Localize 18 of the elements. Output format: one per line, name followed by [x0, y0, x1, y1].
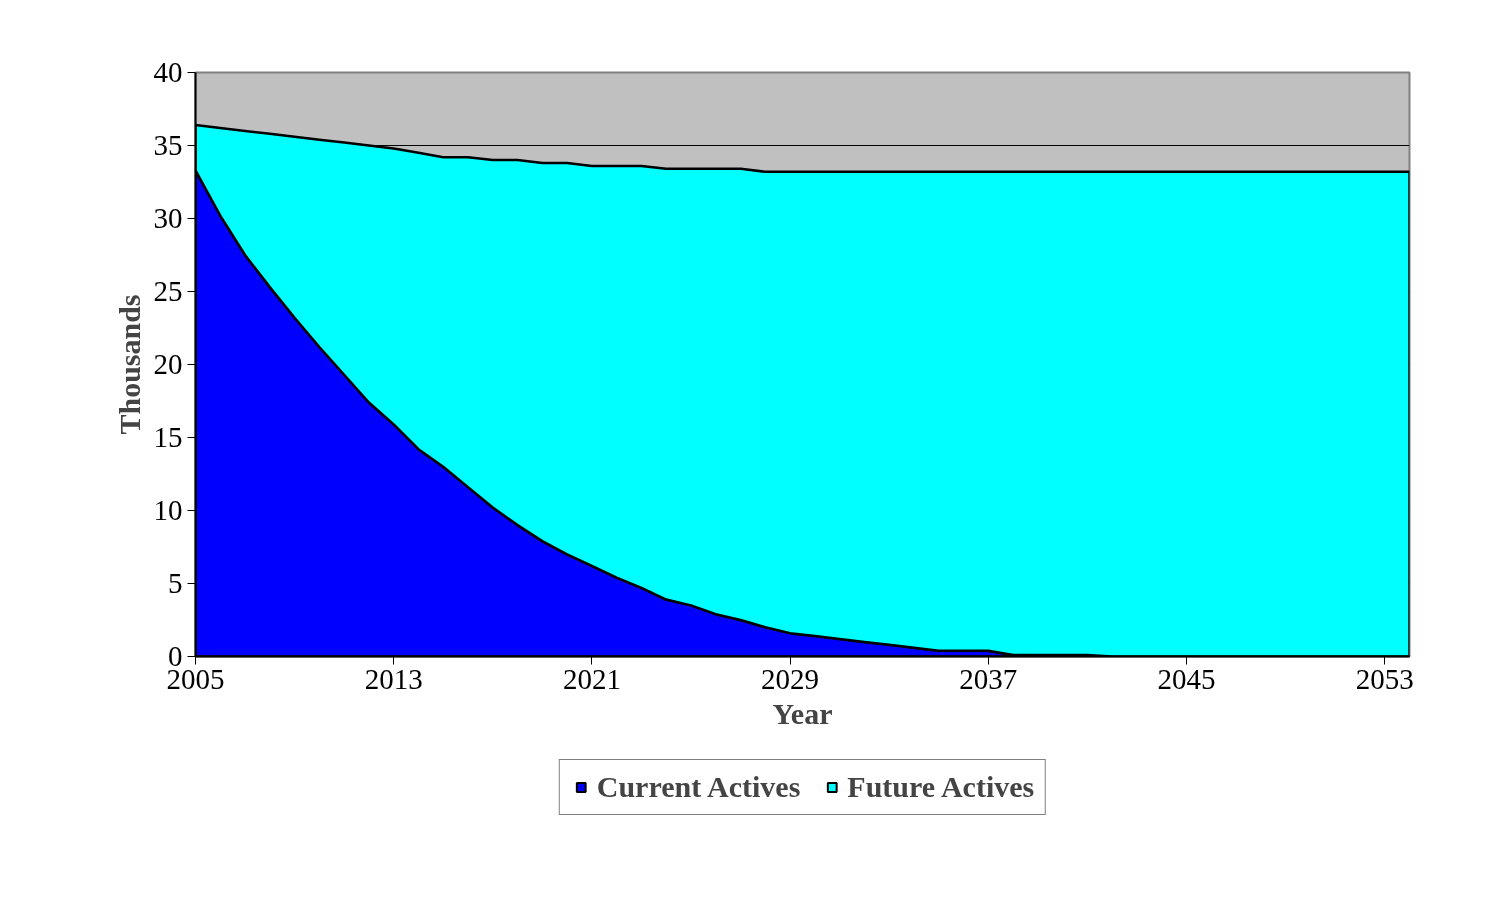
x-tick-label: 2053 — [1355, 662, 1414, 695]
x-tick-label: 2013 — [364, 662, 423, 695]
legend-label: Current Actives — [596, 770, 801, 804]
y-tick-label: 5 — [168, 567, 183, 599]
x-tick-label: 2037 — [959, 662, 1018, 695]
y-tick-label: 10 — [153, 494, 183, 526]
y-tick-label: 35 — [153, 129, 183, 161]
x-tick-label: 2045 — [1157, 662, 1216, 695]
y-tick-label: 20 — [153, 348, 183, 380]
y-tick-label: 30 — [153, 202, 183, 234]
x-tick-label: 2029 — [761, 662, 820, 695]
y-axis-title: Thousands — [112, 294, 146, 435]
x-tick-label: 2021 — [562, 662, 621, 695]
y-tick-label: 40 — [153, 56, 183, 88]
y-tick-label: 15 — [153, 421, 183, 453]
x-axis-title: Year — [772, 696, 833, 730]
legend-label: Future Actives — [847, 770, 1035, 804]
y-tick-label: 25 — [153, 275, 183, 307]
